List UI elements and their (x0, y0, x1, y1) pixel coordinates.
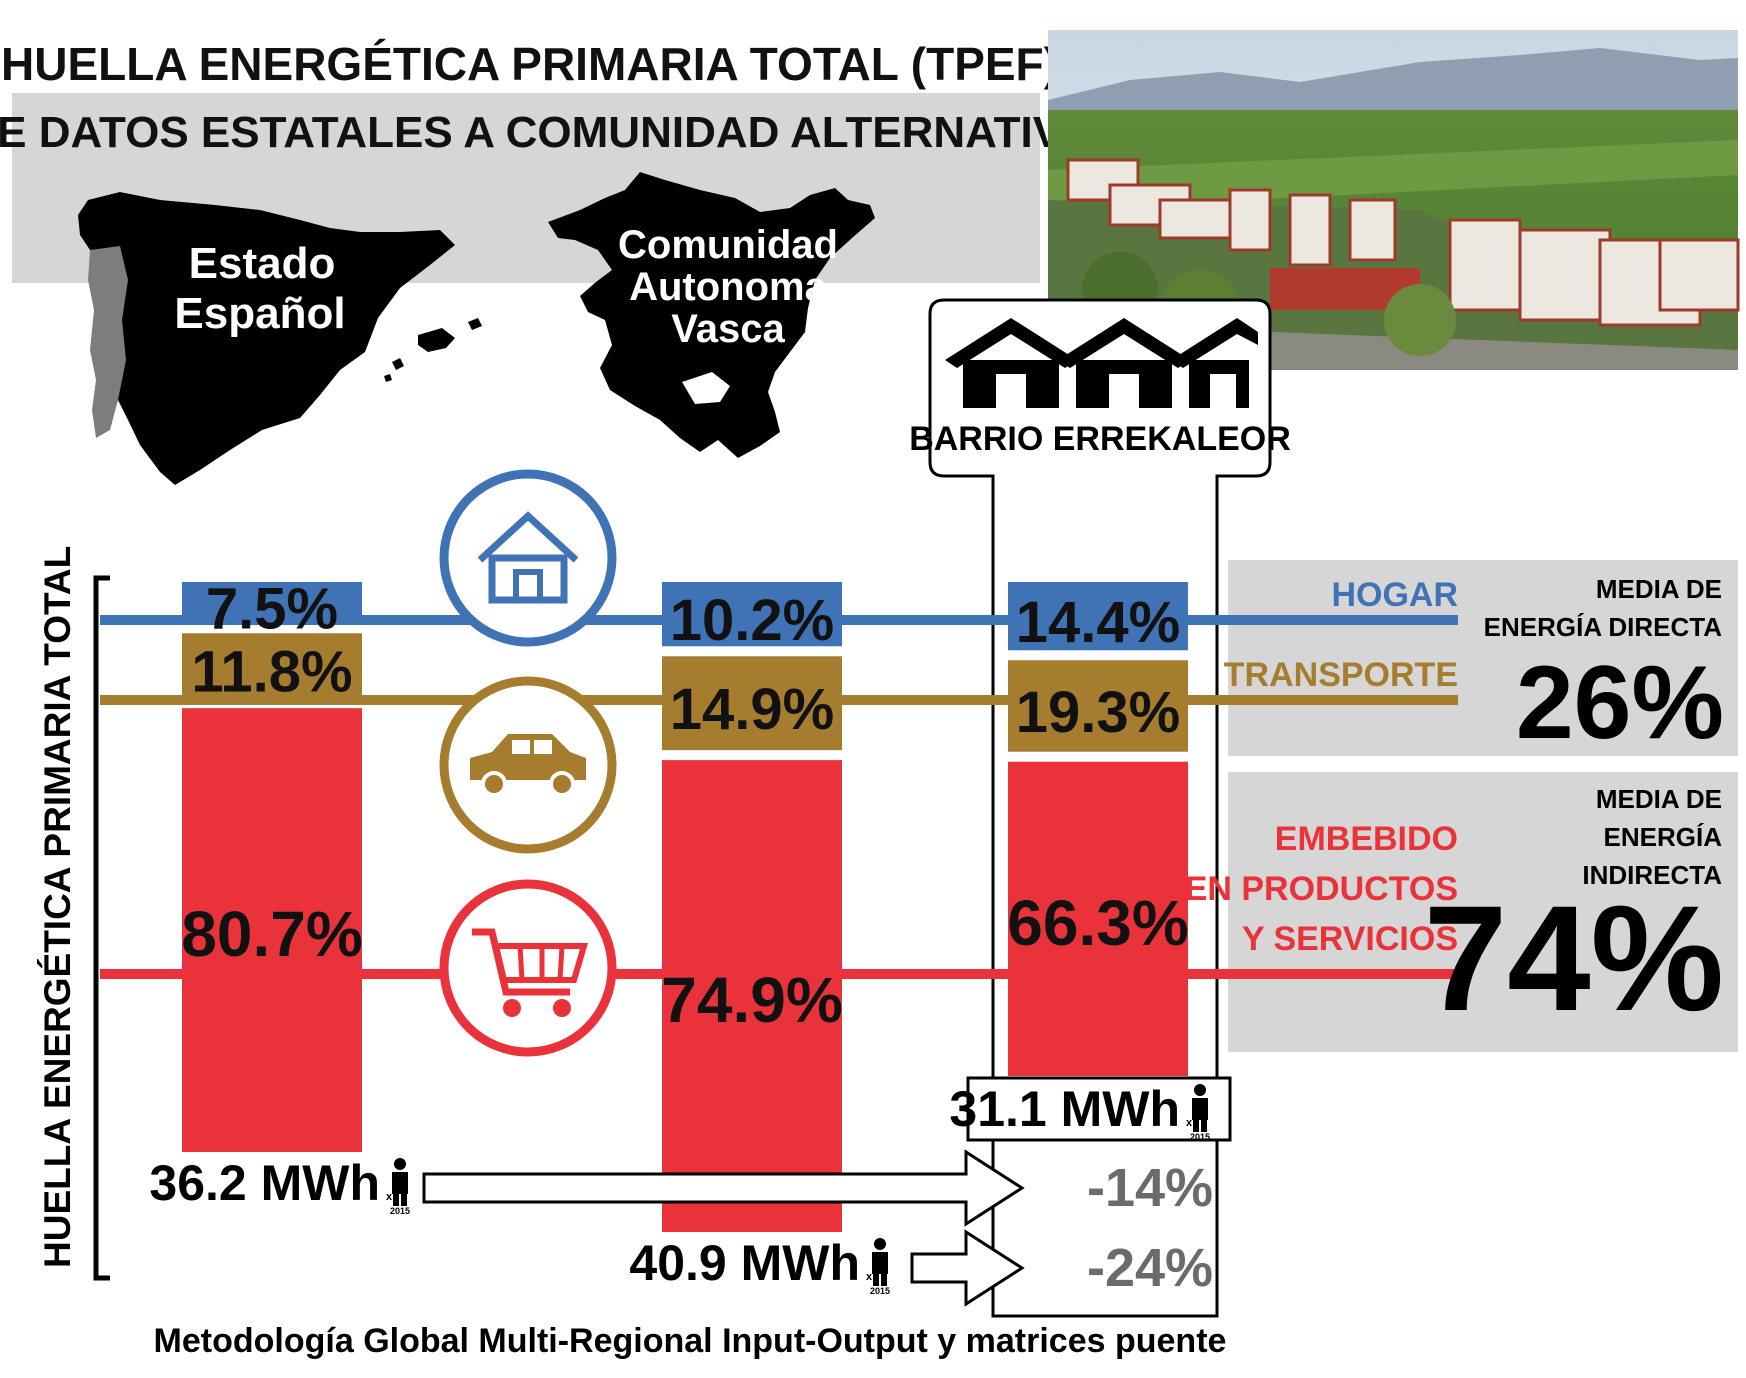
page-subtitle: DE DATOS ESTATALES A COMUNIDAD ALTERNATI… (0, 108, 1091, 157)
reduction-label-2: -24% (1087, 1238, 1213, 1298)
svg-text:x: x (1186, 1117, 1193, 1129)
axis-bracket (93, 575, 110, 1281)
bar-label-1-2: 10.2% (670, 588, 834, 653)
svg-text:x: x (866, 1271, 873, 1283)
neighborhood-label: BARRIO ERREKALEOR (909, 420, 1291, 458)
y-axis-label: HUELLA ENERGÉTICA PRIMARIA TOTAL (37, 546, 78, 1268)
spain-label-line1: Estado (189, 239, 336, 288)
indirect-average-value: 74% (1424, 874, 1724, 1042)
svg-text:2015: 2015 (870, 1286, 890, 1296)
bar-label-1-1: 7.5% (206, 577, 338, 642)
bar-3-1 (182, 708, 362, 1152)
bar-label-3-2: 74.9% (661, 964, 842, 1036)
direct-energy-panel (1228, 560, 1738, 756)
bar-label-3-1: 80.7% (181, 898, 362, 970)
indirect-average-label-2: ENERGÍA (1604, 822, 1723, 852)
page-title: HUELLA ENERGÉTICA PRIMARIA TOTAL (TPEF) (1, 38, 1059, 90)
methodology-footer: Metodología Global Multi-Regional Input-… (154, 1322, 1227, 1360)
bar-label-3-3: 66.3% (1007, 887, 1188, 959)
bar-1-2 (662, 582, 842, 647)
bar-1-1 (182, 582, 362, 624)
bar-1-3 (1008, 582, 1188, 651)
bar-3-2 (662, 760, 842, 1232)
legend-embebido-line1: EMBEBIDO (1275, 820, 1458, 858)
person-icon: x 2015 (1186, 1084, 1210, 1142)
total-label-3: 31.1 MWh (949, 1081, 1180, 1137)
basque-label-line2: Autonoma (629, 265, 828, 309)
svg-text:2015: 2015 (1190, 1132, 1210, 1142)
direct-average-label-1: MEDIA DE (1596, 574, 1722, 604)
bar-2-1 (182, 633, 362, 699)
bar-label-2-3: 19.3% (1016, 680, 1180, 745)
indirect-energy-panel (1228, 772, 1738, 1052)
spain-map-icon: Estado Español (78, 192, 482, 485)
bar-3-3 (1008, 761, 1188, 1076)
reduction-arrow-1 (422, 1149, 1025, 1227)
total-label-1: 36.2 MWh (149, 1155, 380, 1211)
house-icon (439, 469, 617, 647)
three-houses-icon (945, 318, 1258, 408)
bar-label-2-2: 14.9% (670, 677, 834, 742)
spain-label-line2: Español (174, 289, 345, 338)
legend-embebido-line3: Y SERVICIOS (1242, 920, 1458, 958)
basque-label-line3: Vasca (671, 307, 785, 351)
svg-text:x: x (386, 1191, 393, 1203)
car-icon (439, 676, 617, 854)
bar-2-2 (662, 656, 842, 751)
person-icon: x 2015 (386, 1158, 410, 1216)
bar-2-3 (1008, 660, 1188, 752)
total-label-2: 40.9 MWh (629, 1235, 860, 1291)
reduction-arrow-2 (910, 1229, 1025, 1307)
person-icon: x 2015 (866, 1238, 890, 1296)
indirect-average-label-3: INDIRECTA (1582, 860, 1722, 890)
total-box-3 (966, 1076, 1232, 1142)
reduction-label-1: -14% (1087, 1158, 1213, 1218)
legend-transporte: TRANSPORTE (1224, 656, 1458, 694)
basque-map-icon: Comunidad Autonoma Vasca (548, 172, 875, 458)
direct-average-label-2: ENERGÍA DIRECTA (1484, 612, 1723, 642)
indirect-average-label-1: MEDIA DE (1596, 784, 1722, 814)
basque-label-line1: Comunidad (618, 223, 838, 267)
shopping-cart-icon (439, 879, 617, 1057)
aerial-photo (1048, 30, 1740, 370)
bar-label-2-1: 11.8% (191, 640, 352, 705)
svg-text:2015: 2015 (390, 1206, 410, 1216)
legend-hogar: HOGAR (1331, 576, 1458, 614)
bar-label-1-3: 14.4% (1016, 590, 1180, 655)
legend-embebido-line2: EN PRODUCTOS (1185, 870, 1458, 908)
direct-average-value: 26% (1516, 645, 1724, 761)
